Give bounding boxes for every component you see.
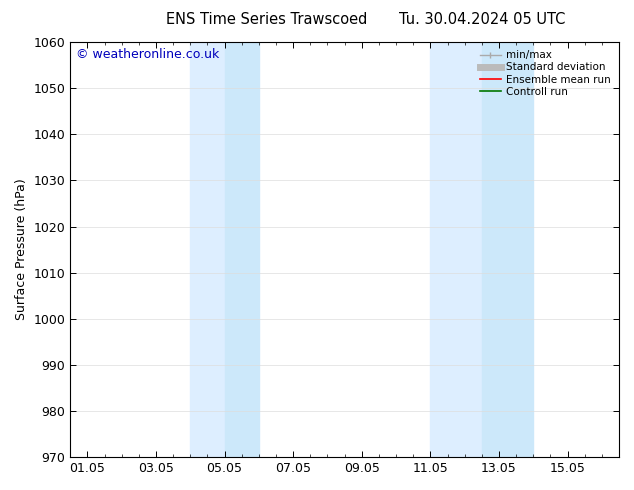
Bar <box>482 42 533 457</box>
Text: © weatheronline.co.uk: © weatheronline.co.uk <box>76 49 219 61</box>
Bar <box>224 42 259 457</box>
Text: Tu. 30.04.2024 05 UTC: Tu. 30.04.2024 05 UTC <box>399 12 565 27</box>
Legend: min/max, Standard deviation, Ensemble mean run, Controll run: min/max, Standard deviation, Ensemble me… <box>477 47 614 100</box>
Bar <box>430 42 482 457</box>
Y-axis label: Surface Pressure (hPa): Surface Pressure (hPa) <box>15 179 28 320</box>
Bar <box>190 42 224 457</box>
Text: ENS Time Series Trawscoed: ENS Time Series Trawscoed <box>165 12 367 27</box>
